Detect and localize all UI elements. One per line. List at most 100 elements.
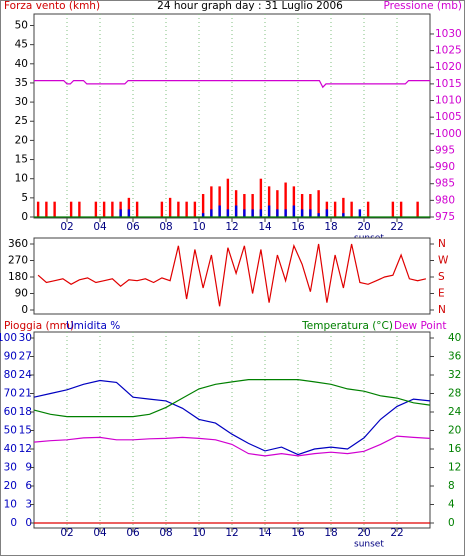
y3-tick-label: 24 — [19, 369, 33, 381]
bar — [284, 182, 287, 217]
y-tick-label: 50 — [4, 425, 17, 437]
bar — [210, 209, 213, 217]
bar — [243, 209, 246, 217]
bar — [168, 197, 172, 217]
y-tick-label: 0 — [10, 517, 17, 529]
y-tick-label: 40 — [4, 443, 17, 455]
x-tick-label: 22 — [390, 527, 403, 539]
y-tick-label: 180 — [8, 271, 28, 283]
y-tick-label: 30 — [4, 462, 17, 474]
bar — [317, 213, 320, 217]
bar — [259, 178, 263, 217]
bar — [300, 209, 304, 217]
bar — [416, 201, 419, 217]
y2-tick-label: 28 — [448, 388, 461, 400]
bar — [127, 197, 131, 217]
y-tick-label: 80 — [4, 369, 17, 381]
y2-tick-label: 12 — [448, 462, 461, 474]
bar — [309, 209, 312, 217]
y-tick-label: 5 — [21, 192, 28, 204]
bar — [358, 209, 362, 217]
bar — [399, 201, 403, 217]
y2-tick-label: 1000 — [435, 128, 462, 140]
bar — [333, 201, 337, 217]
y-tick-label: 270 — [8, 255, 28, 267]
x-tick-label: 02 — [60, 221, 73, 233]
y2-tick-label: 1020 — [435, 61, 462, 73]
y3-tick-label: 6 — [25, 480, 32, 492]
y-tick-label: 10 — [4, 499, 17, 511]
axis-label: Umidita % — [66, 320, 120, 332]
y-tick-label: 90 — [4, 351, 17, 363]
y-tick-label: 20 — [15, 134, 28, 146]
bar — [342, 213, 345, 217]
bar — [177, 201, 180, 217]
x-tick-label: 20 — [357, 221, 370, 233]
bar — [193, 201, 197, 217]
x-tick-label: 20 — [357, 527, 370, 539]
y-tick-label: 60 — [4, 406, 17, 418]
series-line — [33, 435, 431, 457]
axis-label: Temperatura (°C) — [301, 320, 393, 332]
y2-tick-label: N — [438, 238, 446, 250]
bar — [36, 201, 40, 217]
y3-tick-label: 9 — [25, 462, 32, 474]
bar — [243, 194, 246, 217]
annotation: sunset — [354, 540, 384, 550]
x-tick-label: 14 — [258, 221, 272, 233]
x-tick-label: 16 — [291, 221, 305, 233]
y2-tick-label: 32 — [448, 369, 461, 381]
x-tick-label: 12 — [225, 527, 238, 539]
y-tick-label: 35 — [15, 77, 28, 89]
series-line — [33, 379, 431, 418]
y-tick-label: 360 — [8, 238, 28, 250]
x-tick-label: 22 — [390, 221, 403, 233]
series-line — [34, 80, 430, 89]
y2-tick-label: 1015 — [435, 78, 462, 90]
x-tick-label: 06 — [126, 527, 140, 539]
y2-tick-label: 975 — [435, 211, 455, 223]
bar — [234, 190, 238, 217]
bar — [300, 194, 304, 217]
bar — [251, 209, 254, 217]
bar — [53, 201, 56, 217]
bar — [251, 194, 254, 217]
y-tick-label: 50 — [15, 19, 28, 31]
y-tick-label: 15 — [15, 154, 28, 166]
x-tick-label: 08 — [159, 527, 172, 539]
y2-tick-label: N — [438, 304, 446, 316]
y2-tick-label: 1010 — [435, 95, 462, 107]
y-tick-label: 0 — [21, 211, 28, 223]
y-tick-label: 40 — [15, 58, 28, 70]
y2-tick-label: 20 — [448, 425, 461, 437]
bar — [102, 201, 106, 217]
bar — [135, 201, 139, 217]
bar — [234, 205, 238, 217]
bar — [218, 205, 221, 217]
x-tick-label: 12 — [225, 221, 238, 233]
bar — [210, 186, 213, 217]
bar — [119, 209, 122, 217]
bar — [69, 201, 73, 217]
x-tick-label: 14 — [258, 527, 272, 539]
y-tick-label: 90 — [15, 288, 28, 300]
y2-tick-label: E — [438, 288, 445, 300]
bar — [284, 209, 287, 217]
bar — [127, 209, 131, 217]
bar — [325, 209, 329, 217]
x-tick-label: 18 — [324, 527, 337, 539]
bar — [309, 194, 312, 217]
bar — [160, 201, 164, 217]
x-tick-label: 08 — [159, 221, 172, 233]
bar — [276, 190, 279, 217]
y2-tick-label: 8 — [448, 480, 455, 492]
bar — [391, 201, 395, 217]
bar — [111, 201, 114, 217]
bar — [267, 186, 271, 217]
y2-tick-label: 980 — [435, 194, 455, 206]
bar — [276, 209, 279, 217]
axis-label: Pressione (mb) — [383, 0, 462, 12]
x-tick-label: 10 — [192, 221, 205, 233]
y-tick-label: 70 — [4, 388, 17, 400]
